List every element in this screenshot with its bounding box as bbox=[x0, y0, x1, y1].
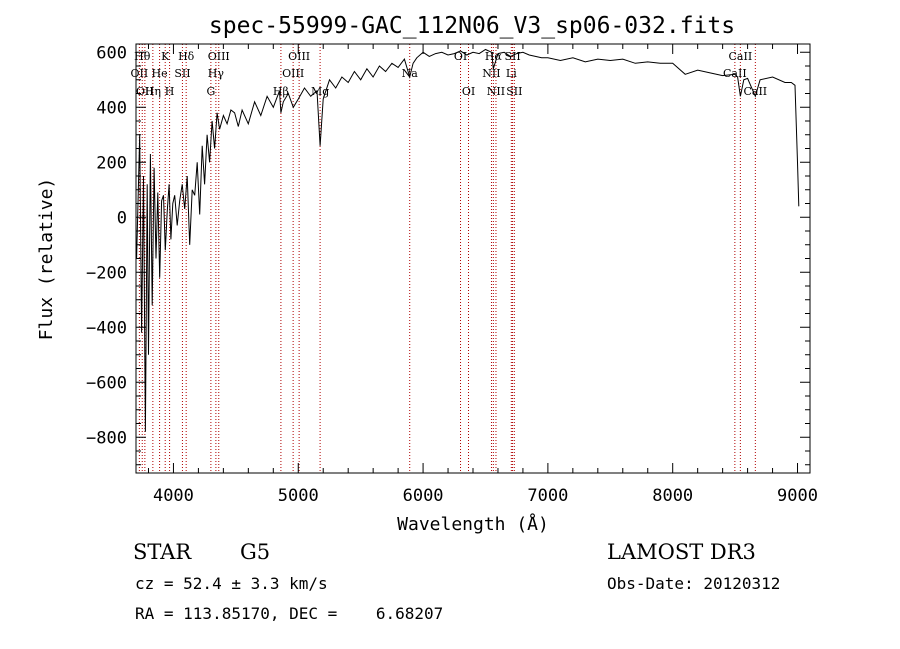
y-tick-label: −800 bbox=[86, 428, 127, 448]
line-marker-label: OII bbox=[131, 67, 149, 80]
line-marker-label: SII bbox=[504, 50, 520, 63]
chart-title: spec-55999-GAC_112N06_V3_sp06-032.fits bbox=[209, 13, 735, 39]
x-axis: 4000 5000 6000 7000 8000 9000 bbox=[147, 44, 818, 506]
x-tick-label: 5000 bbox=[278, 486, 319, 506]
line-marker-label: OI bbox=[462, 85, 475, 98]
line-marker-label: Hβ bbox=[273, 85, 289, 98]
line-marker-label: Hη bbox=[145, 85, 161, 98]
line-marker-label: NII bbox=[487, 85, 505, 98]
y-tick-label: 0 bbox=[117, 208, 127, 228]
x-tick-label: 7000 bbox=[527, 486, 568, 506]
line-marker-label: NII bbox=[482, 67, 500, 80]
line-marker-label: Mg bbox=[311, 85, 329, 98]
line-marker-label: H bbox=[165, 85, 175, 98]
line-marker-label: OII bbox=[136, 85, 154, 98]
coordinates-readout: RA = 113.85170, DEC = 6.68207 bbox=[135, 604, 443, 623]
x-tick-label: 8000 bbox=[652, 486, 693, 506]
line-marker-label: SII bbox=[174, 67, 190, 80]
y-axis: −800 −600 −400 −200 0 200 400 600 bbox=[86, 43, 810, 466]
line-marker-label: He bbox=[152, 67, 168, 80]
y-tick-label: −600 bbox=[86, 373, 127, 393]
y-tick-label: 400 bbox=[96, 98, 127, 118]
survey-name: LAMOST DR3 bbox=[607, 540, 756, 564]
line-marker-label: Hγ bbox=[208, 67, 225, 80]
line-marker-label: CaII bbox=[723, 67, 747, 80]
line-marker-label: G bbox=[206, 85, 215, 98]
plot-frame bbox=[135, 43, 811, 474]
spectral-line-labels: OIIHθOIIHηHeKHSIIHδGHγOIIIHβOIIIOIIIMgNa… bbox=[131, 50, 768, 98]
line-marker-label: CaII bbox=[743, 85, 767, 98]
line-marker-label: Li bbox=[506, 67, 517, 80]
object-subclass: G5 bbox=[240, 540, 270, 564]
line-marker-label: OI bbox=[454, 50, 467, 63]
y-tick-label: 200 bbox=[96, 153, 127, 173]
line-marker-label: OIII bbox=[288, 50, 310, 63]
x-tick-label: 4000 bbox=[153, 486, 194, 506]
line-marker-label: Hθ bbox=[134, 50, 151, 63]
line-marker-label: CaII bbox=[729, 50, 753, 63]
y-tick-label: 600 bbox=[96, 43, 127, 63]
x-tick-label: 6000 bbox=[403, 486, 444, 506]
y-axis-label: Flux (relative) bbox=[36, 178, 57, 341]
spectrum-line bbox=[136, 48, 800, 432]
line-marker-label: Hα bbox=[485, 50, 503, 63]
line-marker-label: Na bbox=[402, 67, 419, 80]
y-tick-label: −200 bbox=[86, 263, 127, 283]
line-marker-label: SII bbox=[506, 85, 522, 98]
obs-date: Obs-Date: 20120312 bbox=[607, 574, 780, 593]
redshift-readout: cz = 52.4 ± 3.3 km/s bbox=[135, 574, 328, 593]
x-axis-label: Wavelength (Å) bbox=[397, 513, 549, 535]
line-marker-label: OIII bbox=[282, 67, 304, 80]
line-marker-label: OIII bbox=[208, 50, 230, 63]
line-marker-label: K bbox=[161, 50, 170, 63]
line-marker-label: Hδ bbox=[178, 50, 195, 63]
object-type: STAR bbox=[133, 540, 192, 564]
spectral-line-markers bbox=[138, 44, 756, 473]
y-tick-label: −400 bbox=[86, 318, 127, 338]
x-tick-label: 9000 bbox=[777, 486, 818, 506]
